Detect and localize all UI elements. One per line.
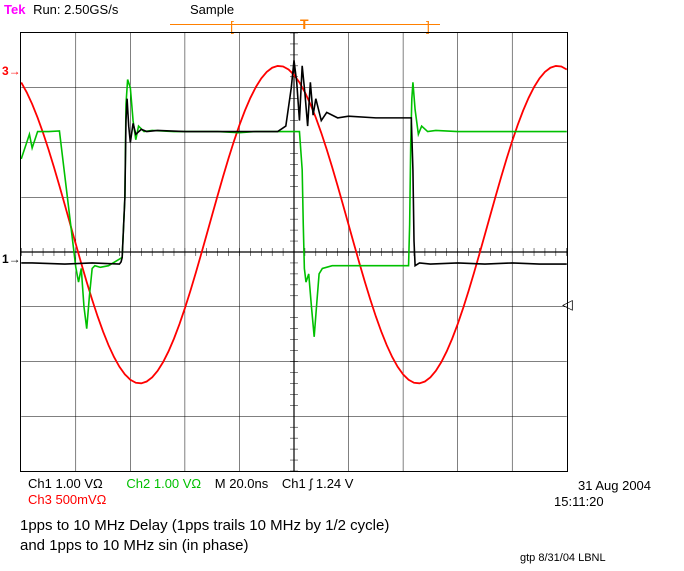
caption-line2: and 1pps to 10 MHz sin (in phase): [20, 536, 389, 556]
acquisition-date: 31 Aug 2004: [578, 478, 651, 493]
acquisition-time: 15:11:20: [554, 494, 604, 509]
ch1-scale-label: Ch1 1.00 VΩ: [28, 476, 103, 491]
trigger-bar-t-marker: T: [300, 16, 309, 32]
oscilloscope-plot: [20, 32, 568, 472]
ch3-scale-label: Ch3 500mVΩ: [28, 492, 106, 507]
sample-mode-label: Sample: [190, 2, 234, 17]
ch3-ground-marker: 3→: [2, 64, 21, 78]
plot-svg: [21, 33, 567, 471]
ch2-scale-label: Ch2 1.00 VΩ: [126, 476, 201, 491]
run-rate-label: Run: 2.50GS/s: [33, 2, 118, 17]
trigger-level-arrow: ◁: [562, 296, 573, 313]
caption-line1: 1pps to 10 MHz Delay (1pps trails 10 MHz…: [20, 516, 389, 536]
channel-readout-row1: Ch1 1.00 VΩ Ch2 1.00 VΩ M 20.0ns Ch1 ʃ 1…: [28, 476, 353, 491]
tek-logo: Tek: [4, 2, 25, 17]
timebase-label: M 20.0ns: [215, 476, 268, 491]
trigger-readout-label: Ch1 ʃ 1.24 V: [282, 476, 354, 491]
trigger-position-bar: [ T ]: [170, 18, 440, 30]
ch1-ground-marker: 1→: [2, 252, 21, 266]
figure-caption: 1pps to 10 MHz Delay (1pps trails 10 MHz…: [20, 516, 389, 555]
footnote-label: gtp 8/31/04 LBNL: [520, 552, 606, 564]
